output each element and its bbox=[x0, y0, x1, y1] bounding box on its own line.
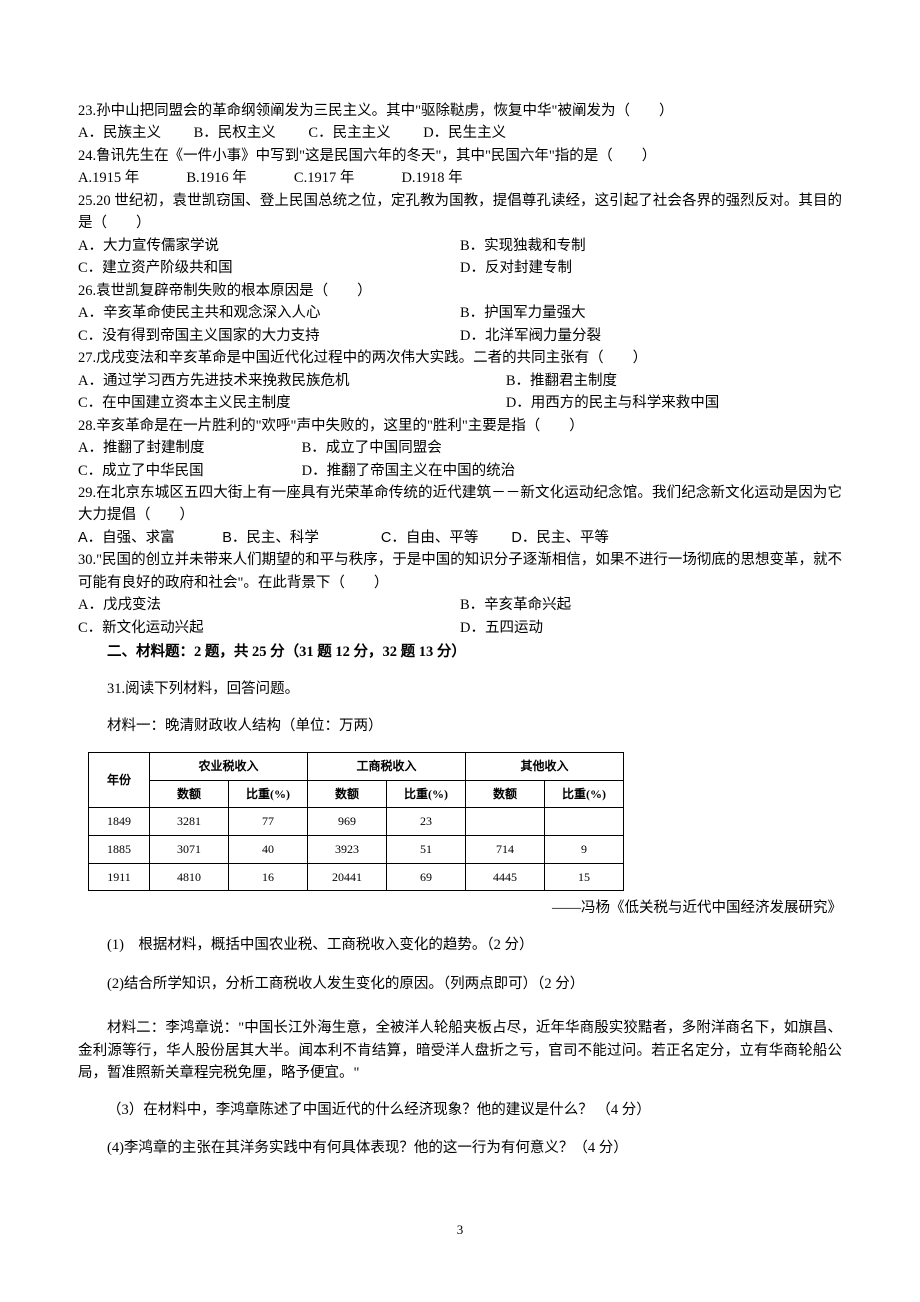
th-group3: 其他收入 bbox=[466, 753, 624, 781]
q27-opt-d: D．用西方的民主与科学来救中国 bbox=[506, 392, 719, 414]
table-row: 1911 4810 16 20441 69 4445 15 bbox=[89, 863, 624, 891]
q23-opt-d: D．民生主义 bbox=[423, 125, 506, 141]
q26-stem: 26.袁世凯复辟帝制失败的根本原因是（ ） bbox=[78, 280, 842, 302]
q29-opt-d: D．民主、平等 bbox=[511, 530, 608, 546]
q24-opt-d: D.1918 年 bbox=[401, 170, 462, 186]
q31-sub4: (4)李鸿章的主张在其洋务实践中有何具体表现？他的这一行为有何意义？（4 分） bbox=[78, 1137, 842, 1159]
th-ratio-3: 比重(%) bbox=[545, 780, 624, 808]
mat2-text: 材料二：李鸿章说："中国长江外海生意，全被洋人轮船夹板占尽，近年华商殷实狡黠者，… bbox=[78, 1017, 842, 1084]
mat1-attrib: ——冯杨《低关税与近代中国经济发展研究》 bbox=[78, 897, 842, 919]
q23-opt-b: B．民权主义 bbox=[194, 125, 276, 141]
q25-opt-b: B．实现独裁和专制 bbox=[460, 235, 586, 257]
cell bbox=[545, 808, 624, 836]
cell: 3071 bbox=[150, 835, 229, 863]
mat1-title: 材料一：晚清财政收人结构（单位：万两） bbox=[78, 715, 842, 737]
th-amount-3: 数额 bbox=[466, 780, 545, 808]
q27-row2: C．在中国建立资本主义民主制度 D．用西方的民主与科学来救中国 bbox=[78, 392, 842, 414]
q28-row2: C．成立了中华民国 D．推翻了帝国主义在中国的统治 bbox=[78, 460, 842, 482]
th-year: 年份 bbox=[89, 753, 150, 808]
cell: 714 bbox=[466, 835, 545, 863]
q26-row2: C．没有得到帝国主义国家的大力支持 D．北洋军阀力量分裂 bbox=[78, 325, 842, 347]
cell: 4445 bbox=[466, 863, 545, 891]
q30-stem: 30."民国的创立并未带来人们期望的和平与秩序，于是中国的知识分子逐渐相信，如果… bbox=[78, 549, 842, 594]
q28-stem: 28.辛亥革命是在一片胜利的"欢呼"声中失败的，这里的"胜利"主要是指（ ） bbox=[78, 415, 842, 437]
cell: 51 bbox=[387, 835, 466, 863]
q23-opt-a: A．民族主义 bbox=[78, 125, 161, 141]
q31-sub2: (2)结合所学知识，分析工商税收人发生变化的原因。（列两点即可）（2 分） bbox=[78, 973, 842, 995]
q31-intro: 31.阅读下列材料，回答问题。 bbox=[78, 678, 842, 700]
q27-row1: A．通过学习西方先进技术来挽救民族危机 B．推翻君主制度 bbox=[78, 370, 842, 392]
q31-sub1: (1) 根据材料，概括中国农业税、工商税收入变化的趋势。（2 分） bbox=[78, 934, 842, 956]
q31-sub3: （3）在材料中，李鸿章陈述了中国近代的什么经济现象？他的建议是什么？ （4 分） bbox=[78, 1099, 842, 1121]
th-ratio-1: 比重(%) bbox=[229, 780, 308, 808]
cell: 3923 bbox=[308, 835, 387, 863]
cell: 16 bbox=[229, 863, 308, 891]
q24-opt-c: C.1917 年 bbox=[294, 170, 354, 186]
q25-stem: 25.20 世纪初，袁世凯窃国、登上民国总统之位，定孔教为国教，提倡尊孔读经，这… bbox=[78, 190, 842, 235]
cell: 77 bbox=[229, 808, 308, 836]
q26-opt-d: D．北洋军阀力量分裂 bbox=[460, 325, 601, 347]
q30-row2: C．新文化运动兴起 D．五四运动 bbox=[78, 617, 842, 639]
q29-opt-a: A．自强、求富 bbox=[78, 530, 175, 546]
q24-opt-b: B.1916 年 bbox=[186, 170, 246, 186]
cell: 1849 bbox=[89, 808, 150, 836]
q28-opt-c: C．成立了中华民国 bbox=[78, 460, 298, 482]
q28-opt-b: B．成立了中国同盟会 bbox=[302, 440, 442, 456]
q23-opt-c: C．民主主义 bbox=[308, 125, 390, 141]
q29-opt-b: B．民主、科学 bbox=[222, 530, 319, 546]
cell: 3281 bbox=[150, 808, 229, 836]
th-amount-1: 数额 bbox=[150, 780, 229, 808]
cell: 69 bbox=[387, 863, 466, 891]
q29-stem: 29.在北京东城区五四大街上有一座具有光荣革命传统的近代建筑－－新文化运动纪念馆… bbox=[78, 482, 842, 527]
q26-row1: A．辛亥革命使民主共和观念深入人心 B．护国军力量强大 bbox=[78, 302, 842, 324]
cell: 15 bbox=[545, 863, 624, 891]
q27-opt-b: B．推翻君主制度 bbox=[506, 370, 617, 392]
q24-opt-a: A.1915 年 bbox=[78, 170, 139, 186]
cell: 1911 bbox=[89, 863, 150, 891]
th-group1: 农业税收入 bbox=[150, 753, 308, 781]
q27-opt-a: A．通过学习西方先进技术来挽救民族危机 bbox=[78, 370, 506, 392]
q25-row1: A．大力宣传儒家学说 B．实现独裁和专制 bbox=[78, 235, 842, 257]
cell: 4810 bbox=[150, 863, 229, 891]
q27-opt-c: C．在中国建立资本主义民主制度 bbox=[78, 392, 506, 414]
q26-opt-c: C．没有得到帝国主义国家的大力支持 bbox=[78, 325, 460, 347]
q25-opt-c: C．建立资产阶级共和国 bbox=[78, 257, 460, 279]
cell: 1885 bbox=[89, 835, 150, 863]
q25-row2: C．建立资产阶级共和国 D．反对封建专制 bbox=[78, 257, 842, 279]
page-number: 3 bbox=[78, 1220, 842, 1240]
q30-row1: A．戊戌变法 B．辛亥革命兴起 bbox=[78, 594, 842, 616]
section2-heading: 二、材料题：2 题，共 25 分（31 题 12 分，32 题 13 分） bbox=[78, 641, 842, 663]
q28-row1: A．推翻了封建制度 B．成立了中国同盟会 bbox=[78, 437, 842, 459]
table-row: 1885 3071 40 3923 51 714 9 bbox=[89, 835, 624, 863]
q28-opt-a: A．推翻了封建制度 bbox=[78, 437, 298, 459]
q30-opt-b: B．辛亥革命兴起 bbox=[460, 594, 571, 616]
table-row: 1849 3281 77 969 23 bbox=[89, 808, 624, 836]
cell: 20441 bbox=[308, 863, 387, 891]
q29-options: A．自强、求富 B．民主、科学 C．自由、平等 D．民主、平等 bbox=[78, 527, 842, 549]
q26-opt-a: A．辛亥革命使民主共和观念深入人心 bbox=[78, 302, 460, 324]
cell bbox=[466, 808, 545, 836]
q30-opt-a: A．戊戌变法 bbox=[78, 594, 460, 616]
q28-opt-d: D．推翻了帝国主义在中国的统治 bbox=[302, 463, 515, 479]
th-ratio-2: 比重(%) bbox=[387, 780, 466, 808]
cell: 23 bbox=[387, 808, 466, 836]
tax-table: 年份 农业税收入 工商税收入 其他收入 数额 比重(%) 数额 比重(%) 数额… bbox=[78, 752, 842, 891]
q23-options: A．民族主义 B．民权主义 C．民主主义 D．民生主义 bbox=[78, 122, 842, 144]
q24-stem: 24.鲁讯先生在《一件小事》中写到"这是民国六年的冬天"，其中"民国六年"指的是… bbox=[78, 145, 842, 167]
q30-opt-c: C．新文化运动兴起 bbox=[78, 617, 460, 639]
th-amount-2: 数额 bbox=[308, 780, 387, 808]
q26-opt-b: B．护国军力量强大 bbox=[460, 302, 586, 324]
q27-stem: 27.戊戌变法和辛亥革命是中国近代化过程中的两次伟大实践。二者的共同主张有（ ） bbox=[78, 347, 842, 369]
q24-options: A.1915 年 B.1916 年 C.1917 年 D.1918 年 bbox=[78, 167, 842, 189]
cell: 9 bbox=[545, 835, 624, 863]
q25-opt-a: A．大力宣传儒家学说 bbox=[78, 235, 460, 257]
cell: 969 bbox=[308, 808, 387, 836]
th-group2: 工商税收入 bbox=[308, 753, 466, 781]
q23-stem: 23.孙中山把同盟会的革命纲领阐发为三民主义。其中"驱除鞑虏，恢复中华"被阐发为… bbox=[78, 100, 842, 122]
q30-opt-d: D．五四运动 bbox=[460, 617, 543, 639]
q25-opt-d: D．反对封建专制 bbox=[460, 257, 572, 279]
cell: 40 bbox=[229, 835, 308, 863]
q29-opt-c: C．自由、平等 bbox=[381, 530, 478, 546]
